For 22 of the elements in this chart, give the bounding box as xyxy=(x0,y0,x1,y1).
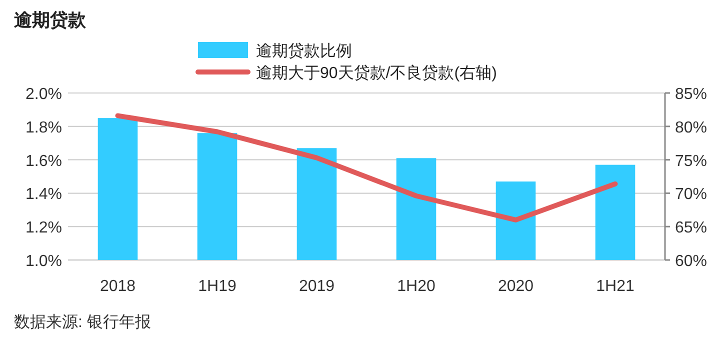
x-tick-label: 1H21 xyxy=(596,278,634,295)
y-tick-label: 1.6% xyxy=(26,152,62,170)
y-tick-label: 1.8% xyxy=(26,119,62,136)
y2-tick-label: 75% xyxy=(675,152,708,170)
legend-label: 逾期大于90天贷款/不良贷款(右轴) xyxy=(256,64,497,82)
y2-tick-label: 80% xyxy=(675,119,708,136)
x-tick-label: 1H19 xyxy=(198,278,236,295)
y-tick-label: 1.2% xyxy=(26,220,62,237)
source-note: 数据来源: 银行年报 xyxy=(14,313,151,331)
y2-tick-label: 85% xyxy=(675,86,708,103)
x-tick-label: 1H20 xyxy=(397,278,436,295)
x-tick-label: 2018 xyxy=(100,278,136,295)
y-tick-label: 2.0% xyxy=(26,86,62,103)
x-tick-label: 2020 xyxy=(498,278,534,295)
legend-label: 逾期贷款比例 xyxy=(256,42,352,60)
chart-title: 逾期贷款 xyxy=(14,10,87,30)
y2-tick-label: 60% xyxy=(675,253,708,270)
y2-tick-label: 70% xyxy=(675,186,708,204)
y-tick-label: 1.0% xyxy=(26,253,62,270)
x-tick-label: 2019 xyxy=(298,278,335,295)
y-tick-label: 1.4% xyxy=(26,186,62,204)
y2-tick-label: 65% xyxy=(675,220,708,237)
